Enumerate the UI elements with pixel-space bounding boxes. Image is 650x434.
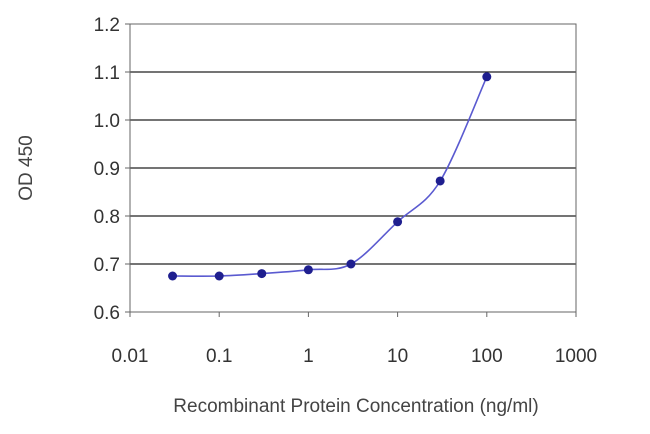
x-axis-title: Recombinant Protein Concentration (ng/ml… xyxy=(173,396,538,417)
x-tick-label: 0.01 xyxy=(112,346,149,367)
data-point xyxy=(168,271,178,281)
y-axis-ticks: 0.6 0.7 0.8 0.9 1.0 1.1 1.2 xyxy=(94,15,130,324)
data-point xyxy=(346,259,356,269)
x-tick-label: 1 xyxy=(303,346,314,367)
y-tick-label: 0.6 xyxy=(94,303,120,324)
y-tick-label: 1.0 xyxy=(94,111,120,132)
data-point xyxy=(214,271,224,281)
y-tick-label: 1.2 xyxy=(94,15,120,36)
y-tick-label: 1.1 xyxy=(94,63,120,84)
x-tick-label: 10 xyxy=(387,346,408,367)
data-point xyxy=(303,265,313,275)
y-axis-title: OD 450 xyxy=(16,135,37,200)
data-point xyxy=(393,217,403,227)
x-tick-label: 100 xyxy=(471,346,503,367)
data-point xyxy=(482,72,492,82)
data-points xyxy=(168,72,492,281)
x-tick-label: 1000 xyxy=(555,346,597,367)
gridlines xyxy=(130,71,576,265)
y-tick-label: 0.7 xyxy=(94,255,120,276)
x-tick-label: 0.1 xyxy=(206,346,232,367)
y-tick-label: 0.9 xyxy=(94,159,120,180)
data-point xyxy=(435,176,445,186)
x-axis-ticks: 0.01 0.1 1 10 100 1000 xyxy=(112,312,597,367)
y-tick-label: 0.8 xyxy=(94,207,120,228)
data-point xyxy=(257,269,267,279)
